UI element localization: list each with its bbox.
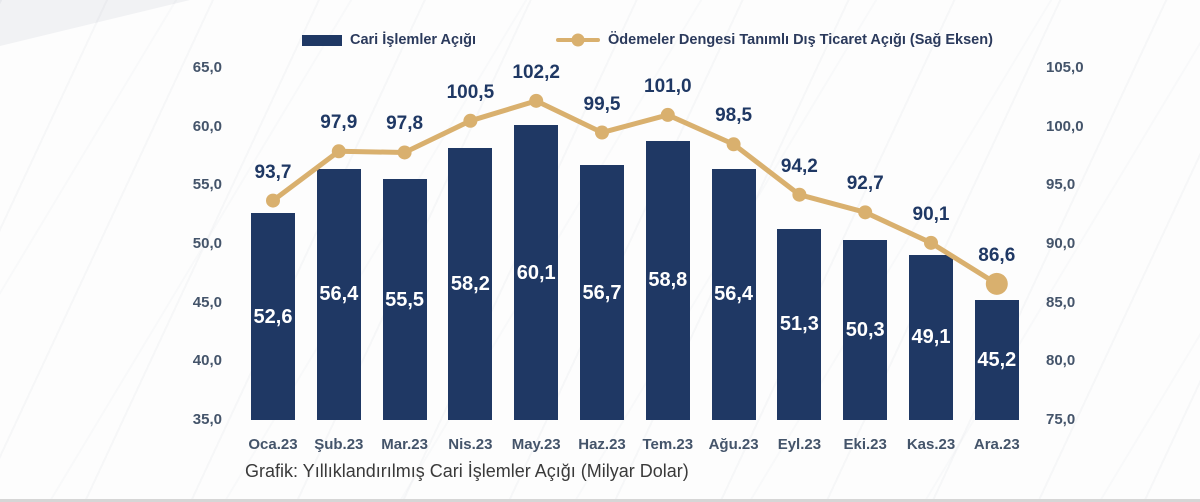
line-point [858, 205, 873, 220]
x-axis-label: Şub.23 [314, 436, 364, 453]
bar-value-label: 58,2 [450, 272, 490, 295]
x-axis-label: Eki.23 [843, 436, 887, 453]
x-axis-label: Mar.23 [381, 436, 428, 453]
x-axis-label: Ara.23 [973, 436, 1020, 453]
line-value-label: 99,5 [583, 93, 621, 115]
y-axis-tick-right: 90,0 [1046, 235, 1076, 252]
bar-value-label: 56,4 [319, 283, 359, 306]
y-axis-tick-right: 105,0 [1046, 59, 1084, 76]
x-axis-label: Eyl.23 [777, 436, 822, 453]
x-axis-label: Ağu.23 [708, 436, 759, 453]
line-value-label: 97,9 [320, 112, 358, 134]
y-axis-tick-left: 55,0 [192, 176, 222, 194]
y-axis-tick-right: 100,0 [1046, 117, 1084, 135]
line-point [529, 93, 544, 108]
bar [974, 300, 1019, 420]
line-value-label: 90,1 [912, 203, 950, 225]
bar-value-label: 56,7 [582, 281, 622, 304]
line-point [924, 235, 938, 250]
legend-item-bar-series: Cari İşlemler Açığı [302, 32, 476, 48]
bar-value-label: 56,4 [714, 283, 754, 306]
line-value-label: 102,2 [512, 61, 560, 83]
line-point [397, 145, 412, 160]
line-point [726, 137, 741, 152]
line-point [595, 125, 609, 140]
y-axis-tick-left: 65,0 [192, 59, 222, 76]
line-point [331, 144, 346, 159]
line-value-label: 98,5 [715, 105, 753, 127]
legend-label-bar-series: Cari İşlemler Açığı [350, 32, 476, 48]
line-point [660, 107, 675, 122]
line-value-label: 92,7 [846, 173, 884, 195]
y-axis-tick-right: 95,0 [1046, 176, 1076, 194]
x-axis-label: Tem.23 [642, 436, 694, 453]
x-axis-label: Oca.23 [248, 436, 298, 453]
bar-value-label: 52,6 [253, 305, 293, 328]
y-axis-tick-left: 35,0 [192, 411, 222, 428]
chart-caption: Grafik: Yıllıklandırılmış Cari İşlemler … [245, 461, 689, 481]
line-value-label: 86,6 [978, 244, 1016, 266]
y-axis-tick-right: 85,0 [1046, 293, 1076, 311]
y-axis-tick-right: 75,0 [1046, 411, 1076, 428]
line-point [266, 193, 280, 208]
line-point [463, 113, 478, 128]
line-value-label: 93,7 [254, 161, 292, 183]
line-value-label: 94,2 [780, 155, 818, 177]
y-axis-tick-left: 40,0 [192, 352, 222, 370]
line-value-label: 97,8 [386, 113, 424, 135]
bar-value-label: 55,5 [385, 288, 425, 311]
bar-value-label: 49,1 [911, 326, 951, 349]
y-axis-tick-left: 50,0 [192, 235, 222, 252]
x-axis-label: Haz.23 [578, 436, 626, 453]
line-series-swatch [556, 33, 600, 47]
bar-value-label: 58,8 [648, 269, 688, 292]
legend-item-line-series: Ödemeler Dengesi Tanımlı Dış Ticaret Açı… [556, 32, 993, 48]
line-marker-icon [571, 33, 585, 47]
bar-value-label: 50,3 [845, 319, 885, 342]
line-point [985, 272, 1008, 295]
y-axis-tick-right: 80,0 [1046, 352, 1076, 370]
bar-value-label: 60,1 [516, 261, 556, 284]
bar-value-label: 51,3 [779, 313, 819, 336]
x-axis-label: Nis.23 [448, 436, 493, 453]
line-value-label: 100,5 [446, 81, 495, 103]
y-axis-tick-left: 45,0 [192, 293, 222, 311]
legend-label-line-series: Ödemeler Dengesi Tanımlı Dış Ticaret Açı… [608, 32, 993, 48]
x-axis-label: May.23 [511, 436, 561, 453]
x-axis-label: Kas.23 [906, 436, 956, 453]
bar-value-label: 45,2 [977, 349, 1017, 372]
bar-series-swatch [302, 34, 342, 46]
y-axis-tick-left: 60,0 [192, 117, 222, 135]
line-value-label: 101,0 [644, 75, 692, 97]
line-point [792, 187, 807, 202]
